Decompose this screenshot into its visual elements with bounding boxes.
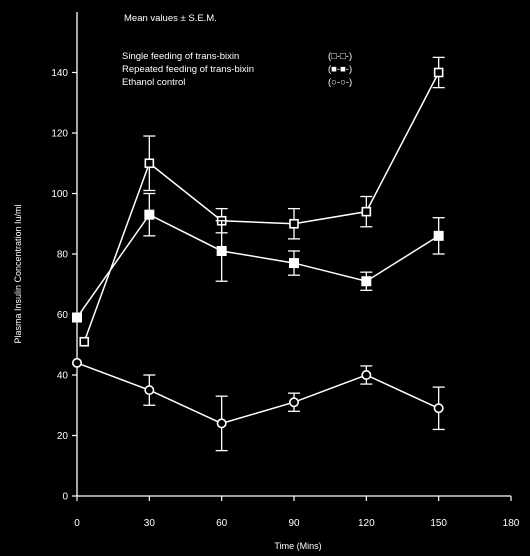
- chart-note: Mean values ± S.E.M.: [124, 13, 217, 24]
- y-tick-label: 20: [57, 431, 69, 442]
- data-point: [289, 258, 299, 269]
- series-line: [76, 213, 440, 318]
- data-point: [79, 336, 90, 347]
- series-circle-open: [72, 357, 445, 452]
- y-axis-ticks: 0 20 40 60 80 100 120 140: [51, 68, 77, 503]
- x-tick-label: 120: [358, 518, 375, 529]
- y-tick-label: 0: [62, 492, 68, 503]
- data-point: [433, 403, 444, 414]
- series-line: [76, 362, 439, 425]
- data-point: [433, 230, 444, 241]
- legend-key-single: (□-□-): [328, 51, 352, 62]
- x-tick-label: 150: [430, 518, 447, 529]
- y-tick-label: 120: [51, 129, 68, 140]
- y-tick-label: 40: [57, 371, 69, 382]
- data-point: [289, 218, 299, 229]
- data-point: [216, 418, 227, 429]
- legend: Mean values ± S.E.M. Single feeding of t…: [122, 13, 352, 88]
- x-axis-title: Time (Mins): [274, 541, 321, 551]
- series-line: [83, 72, 440, 342]
- x-tick-label: 180: [503, 518, 520, 529]
- legend-key-repeated: (■-■-): [328, 64, 352, 75]
- series-square-filled: [72, 192, 445, 323]
- data-point: [361, 369, 372, 380]
- legend-key-ethanol: (○-○-): [328, 77, 352, 88]
- data-point: [144, 158, 155, 169]
- data-point: [144, 209, 155, 220]
- data-point: [144, 385, 155, 396]
- x-axis-ticks: 0 30 60 90 120 150 180: [74, 496, 520, 529]
- x-tick-label: 0: [74, 518, 80, 529]
- data-point: [288, 397, 299, 408]
- data-point: [361, 206, 372, 217]
- y-tick-label: 140: [51, 68, 68, 79]
- x-tick-label: 60: [216, 518, 228, 529]
- legend-label-single: Single feeding of trans-bixin: [122, 51, 239, 62]
- y-axis-title: Plasma Insulin Concentration Iu/ml: [13, 204, 23, 343]
- data-point: [72, 312, 82, 323]
- y-tick-label: 80: [57, 250, 69, 261]
- x-tick-label: 90: [288, 518, 300, 529]
- y-tick-label: 60: [57, 310, 69, 321]
- data-point: [433, 67, 444, 78]
- data-point: [72, 357, 83, 368]
- legend-label-repeated: Repeated feeding of trans-bixin: [122, 64, 254, 75]
- y-tick-label: 100: [51, 189, 68, 200]
- data-point: [216, 245, 227, 256]
- data-point: [361, 276, 372, 287]
- series-layer: [72, 56, 445, 452]
- legend-label-ethanol: Ethanol control: [122, 77, 185, 88]
- x-tick-label: 30: [144, 518, 156, 529]
